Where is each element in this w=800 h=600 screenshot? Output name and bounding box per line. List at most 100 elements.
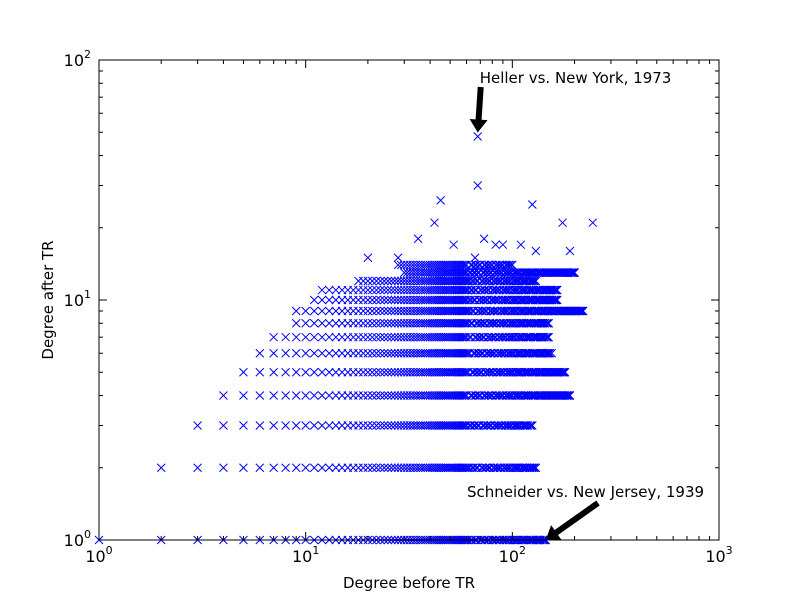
data-point [432, 306, 441, 316]
data-point [324, 391, 334, 400]
data-point [469, 367, 479, 377]
data-point [301, 391, 311, 400]
data-point [486, 332, 496, 342]
data-point [507, 260, 516, 270]
data-point [423, 306, 433, 316]
data-point [219, 391, 228, 400]
data-point [269, 367, 279, 377]
data-point [543, 318, 552, 328]
data-point [372, 285, 381, 295]
data-point [376, 463, 385, 473]
data-point [421, 260, 430, 270]
data-point [324, 332, 334, 342]
data-point [390, 421, 400, 430]
data-point [421, 421, 430, 430]
data-point [427, 268, 437, 278]
data-point [457, 318, 467, 328]
data-point [376, 332, 385, 342]
data-point [472, 391, 481, 400]
data-point [498, 318, 508, 328]
data-point [372, 391, 381, 400]
x-tick-label: 101 [292, 544, 319, 566]
data-point [421, 306, 430, 316]
data-point [309, 348, 319, 358]
data-point [543, 348, 553, 358]
data-point [432, 348, 441, 358]
data-point [493, 348, 503, 358]
data-point [324, 295, 334, 305]
data-point [376, 306, 385, 316]
data-point [324, 421, 334, 430]
data-point [387, 421, 396, 430]
data-point [550, 285, 559, 295]
data-point [542, 332, 552, 342]
data-point [376, 295, 385, 305]
data-point [372, 367, 381, 377]
data-point [432, 421, 441, 430]
data-point [558, 367, 567, 377]
data-point [372, 276, 381, 286]
data-point [291, 318, 301, 328]
data-point [566, 268, 576, 278]
data-point [358, 318, 368, 328]
x-tick-label: 100 [85, 544, 112, 566]
data-point [457, 306, 467, 316]
data-point [309, 367, 319, 377]
data-point [462, 421, 471, 430]
data-point [425, 285, 435, 295]
data-point [490, 421, 499, 430]
data-point [505, 276, 514, 286]
data-point [504, 260, 514, 270]
data-point [239, 463, 248, 473]
data-point [479, 234, 489, 244]
data-point [432, 367, 441, 377]
data-point [393, 306, 403, 316]
data-point [427, 348, 437, 358]
data-point [495, 367, 505, 377]
data-point [486, 421, 496, 430]
data-point [521, 348, 531, 358]
data-point [467, 260, 477, 270]
data-point [578, 306, 588, 316]
data-point [552, 295, 562, 305]
data-point [492, 285, 502, 295]
data-point [530, 463, 539, 473]
data-point [475, 332, 485, 342]
data-point [427, 391, 437, 400]
data-point [363, 318, 373, 328]
data-point [430, 367, 439, 377]
data-point [493, 421, 503, 430]
data-point [291, 348, 301, 358]
data-point [505, 463, 514, 473]
data-point [470, 348, 480, 358]
data-point [427, 276, 437, 286]
data-point [430, 332, 439, 342]
data-point [503, 295, 513, 305]
data-point [372, 421, 381, 430]
data-point [531, 276, 541, 286]
data-point [269, 391, 279, 400]
data-point [489, 367, 498, 377]
data-point [494, 391, 504, 400]
data-point [281, 367, 290, 377]
data-point [489, 306, 498, 316]
data-point [562, 391, 572, 400]
data-point [551, 295, 561, 305]
data-point [358, 348, 368, 358]
data-point [291, 391, 301, 400]
data-point [363, 285, 373, 295]
data-point [494, 421, 504, 430]
data-points [94, 132, 598, 545]
data-point [387, 276, 396, 286]
data-point [560, 367, 570, 377]
data-point [379, 306, 389, 316]
data-point [457, 421, 467, 430]
data-point [529, 332, 539, 342]
data-point [383, 318, 393, 328]
data-point [425, 421, 435, 430]
data-point [358, 306, 368, 316]
data-point [269, 421, 279, 430]
data-point [507, 260, 517, 270]
data-point [489, 276, 498, 286]
data-point [457, 276, 467, 286]
